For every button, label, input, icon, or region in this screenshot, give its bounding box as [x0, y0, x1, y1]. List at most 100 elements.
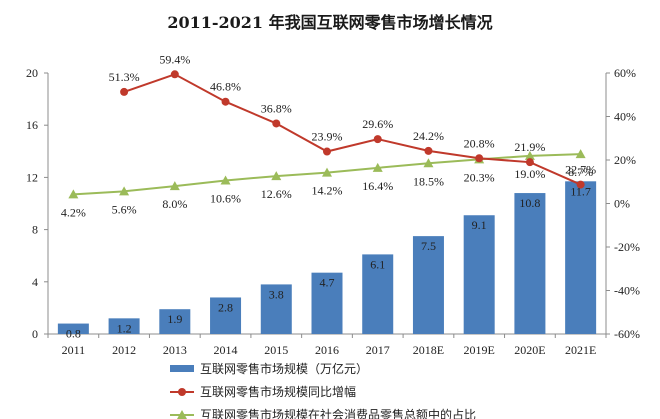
- bar-value-label: 10.8: [519, 196, 540, 210]
- growth-value-label: 20.8%: [464, 136, 495, 150]
- right-tick-label: -40%: [614, 284, 640, 298]
- bar: [108, 318, 140, 334]
- growth-value-label: 59.4%: [159, 52, 190, 66]
- share-value-label: 10.6%: [210, 191, 241, 205]
- bar-value-label: 6.1: [370, 257, 385, 271]
- growth-point: [170, 70, 179, 79]
- right-tick-label: 40%: [614, 110, 636, 124]
- share-point: [575, 149, 586, 159]
- share-point: [68, 189, 79, 199]
- legend: 互联网零售市场规模（万亿元） 互联网零售市场规模同比增幅互联网零售市场规模在社会消…: [170, 361, 476, 419]
- bar-value-label: 2.8: [218, 300, 233, 314]
- share-value-label: 19.0%: [514, 167, 545, 181]
- x-tick-label: 2011: [62, 343, 86, 357]
- left-tick-label: 20: [26, 66, 38, 80]
- growth-value-label: 46.8%: [210, 80, 241, 94]
- legend-label-growth: 互联网零售市场规模同比增幅: [200, 384, 356, 399]
- x-tick-label: 2012: [112, 343, 136, 357]
- share-value-label: 5.6%: [112, 202, 137, 216]
- growth-value-label: 23.9%: [312, 130, 343, 144]
- x-tick-label: 2018E: [413, 343, 444, 357]
- x-tick-label: 2016: [315, 343, 339, 357]
- x-tick-label: 2014: [214, 343, 238, 357]
- bar: [210, 297, 242, 334]
- bar: [311, 272, 343, 334]
- x-tick-label: 2019E: [464, 343, 495, 357]
- growth-value-label: 36.8%: [261, 101, 292, 115]
- x-tick-label: 2013: [163, 343, 187, 357]
- growth-value-label: 21.9%: [514, 140, 545, 154]
- right-tick-label: 60%: [614, 66, 636, 80]
- share-point: [169, 181, 180, 191]
- growth-line: [123, 73, 582, 186]
- bar-value-label: 0.8: [66, 327, 81, 341]
- share-value-label: 8.7%: [568, 165, 593, 179]
- growth-point: [576, 180, 585, 189]
- share-value-label: 20.3%: [464, 170, 495, 184]
- data-labels: 0.8 1.2 1.9 2.8 3.8 4.7 6.1 7.5 9.1 10.8 11.7 51.3%…: [61, 52, 596, 340]
- growth-point: [323, 147, 331, 156]
- axes: 0 4 8 12 16 20 -60% -40% -20% 0% 20% 40% 60% 2011 2012…: [26, 66, 640, 357]
- share-value-label: 16.4%: [362, 179, 393, 193]
- legend-label-bar: 互联网零售市场规模（万亿元）: [200, 361, 368, 376]
- growth-point: [120, 87, 129, 96]
- legend-swatch-bar: [170, 365, 194, 372]
- share-value-label: 8.0%: [162, 197, 187, 211]
- share-point: [423, 158, 434, 168]
- left-tick-label: 16: [26, 118, 38, 132]
- bar: [362, 254, 394, 334]
- bar-value-label: 7.5: [421, 239, 436, 253]
- share-point: [524, 150, 535, 160]
- growth-value-label: 51.3%: [109, 70, 140, 84]
- bar: [260, 284, 292, 334]
- chart-title: 2011-2021 年我国互联网零售市场增长情况: [167, 13, 492, 32]
- bar-value-label: 1.9: [167, 312, 182, 326]
- growth-point: [424, 146, 433, 155]
- line-series: [68, 70, 586, 199]
- right-tick-label: -20%: [614, 240, 640, 254]
- share-value-label: 14.2%: [312, 184, 343, 198]
- growth-point: [475, 154, 484, 163]
- left-tick-label: 4: [32, 275, 38, 289]
- legend-label-share: 互联网零售市场规模在社会消费品零售总额中的占比: [200, 407, 476, 419]
- x-tick-label: 2020E: [514, 343, 545, 357]
- x-tick-label: 2015: [264, 343, 288, 357]
- x-tick-label: 2021E: [565, 343, 596, 357]
- bar-value-label: 4.7: [320, 276, 335, 290]
- legend-marker-growth: [178, 388, 186, 396]
- growth-value-label: 22.7%: [565, 163, 596, 177]
- bar: [159, 309, 191, 334]
- legend-marker-share: [177, 410, 187, 419]
- growth-point: [373, 135, 382, 144]
- right-tick-label: 0%: [614, 197, 630, 211]
- bar-value-label: 3.8: [269, 287, 284, 301]
- bar-series: [57, 181, 597, 334]
- share-value-label: 18.5%: [413, 174, 444, 188]
- share-point: [372, 162, 383, 172]
- bar-value-label: 9.1: [472, 218, 487, 232]
- share-value-label: 4.2%: [61, 205, 86, 219]
- growth-point: [221, 97, 230, 106]
- bar-value-label: 1.2: [117, 321, 132, 335]
- bar-value-label: 11.7: [570, 184, 591, 198]
- growth-point: [272, 119, 281, 128]
- growth-point: [525, 158, 534, 167]
- share-point: [271, 171, 282, 181]
- left-tick-label: 12: [26, 170, 38, 184]
- share-point: [322, 167, 332, 177]
- bar: [565, 181, 597, 334]
- bar: [412, 236, 444, 334]
- x-tick-label: 2017: [366, 343, 390, 357]
- share-value-label: 12.6%: [261, 187, 292, 201]
- growth-value-label: 24.2%: [413, 129, 444, 143]
- left-tick-label: 0: [32, 327, 38, 341]
- right-tick-label: 20%: [614, 153, 636, 167]
- bar: [463, 215, 495, 334]
- bar: [57, 323, 89, 334]
- right-tick-label: -60%: [614, 327, 640, 341]
- share-point: [220, 175, 231, 185]
- growth-value-label: 29.6%: [362, 117, 393, 131]
- bar: [514, 193, 546, 334]
- left-tick-label: 8: [32, 223, 38, 237]
